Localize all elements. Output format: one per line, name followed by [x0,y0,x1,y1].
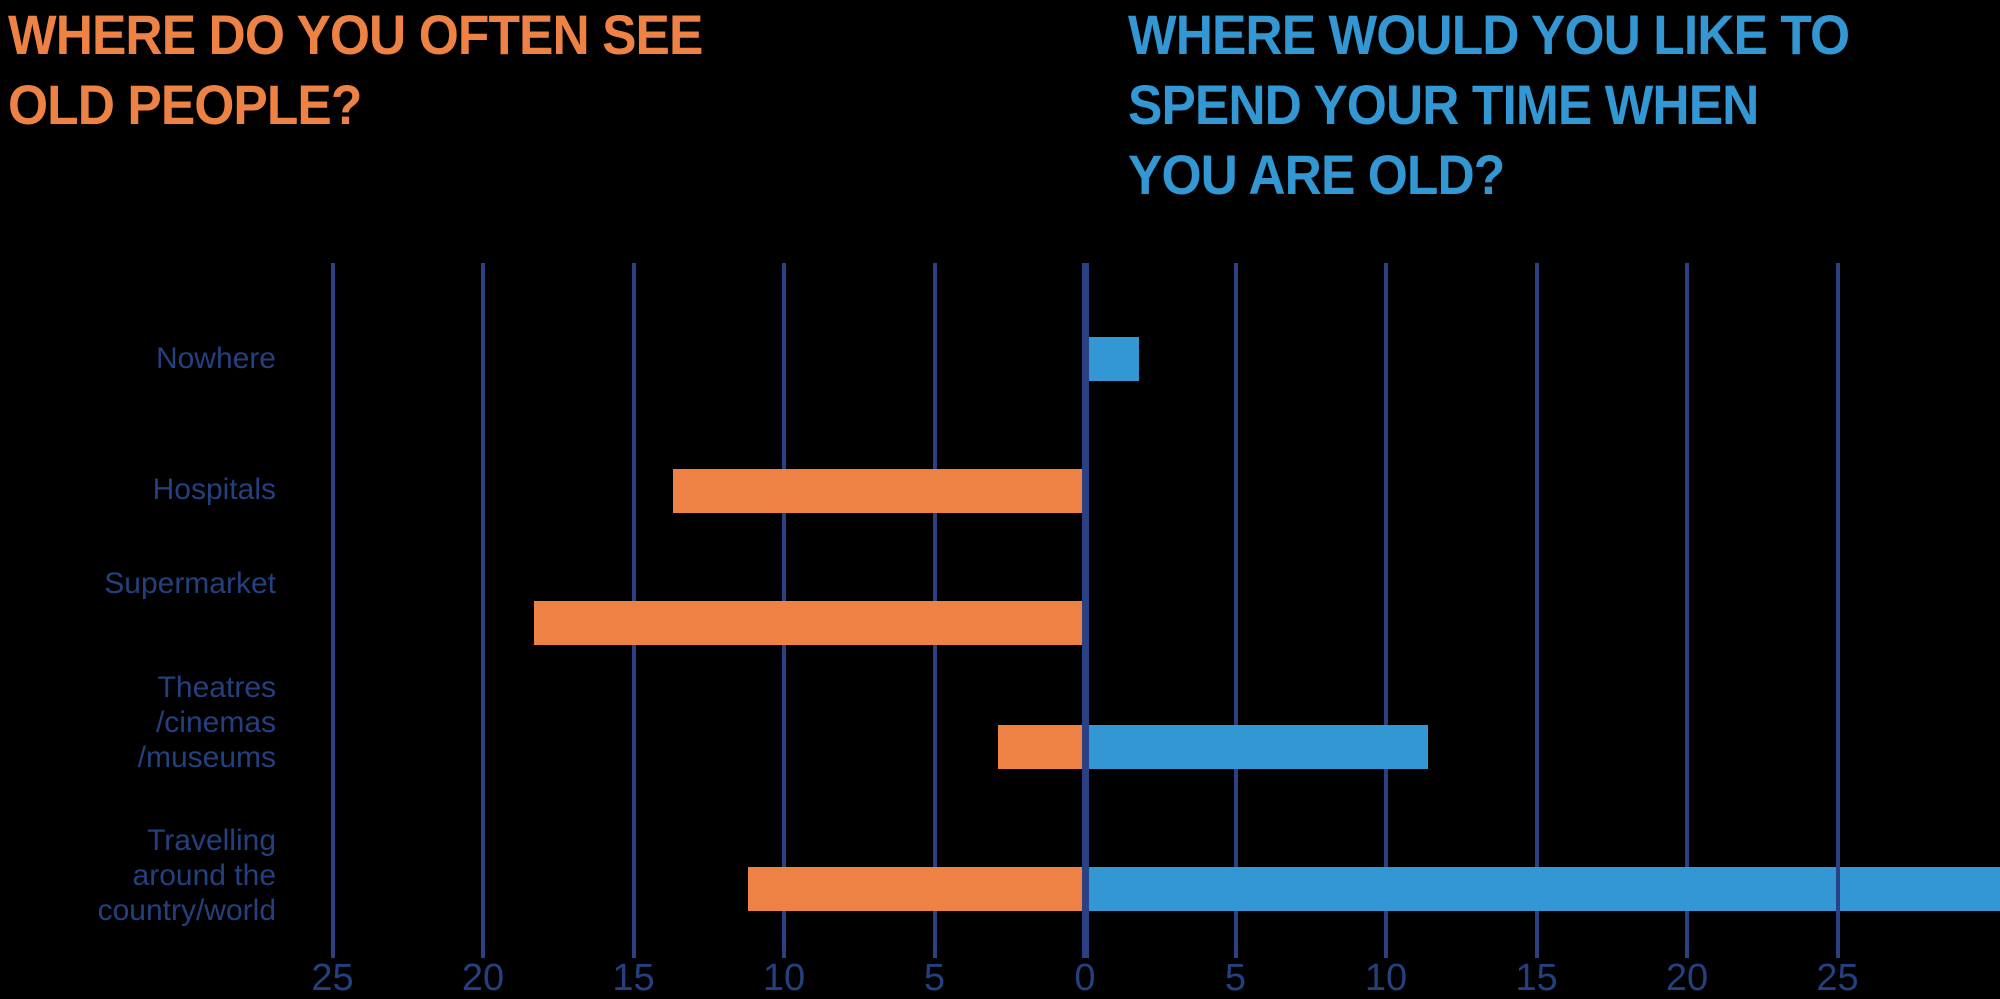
category-label-line: Hospitals [152,472,276,506]
bar-travelling-left [748,867,1085,911]
x-tick-label: 20 [1665,957,1709,999]
x-tick-label: 25 [1816,957,1859,999]
gridline-10-right [1384,263,1388,958]
category-label-hospitals: Hospitals [0,472,276,507]
x-tick-label: 5 [923,957,946,999]
category-label-nowhere: Nowhere [0,341,276,376]
title-line: WHERE WOULD YOU LIKE TO [1128,3,1850,66]
chart-title-left: WHERE DO YOU OFTEN SEE OLD PEOPLE? [8,0,703,140]
gridline-25-right [1835,263,1840,958]
x-tick-label: 15 [1515,957,1558,999]
bar-nowhere-right [1085,337,1139,381]
x-tick-label: 25 [311,957,354,999]
category-label-theatres: Theatres/cinemas/museums [0,670,276,775]
bar-travelling-right [1085,867,2000,911]
category-label-line: Theatres [157,670,276,704]
category-label-line: country/world [97,893,276,927]
x-tick-label: 10 [762,957,806,999]
title-line: OLD PEOPLE? [8,73,362,136]
x-tick-label: 20 [461,957,505,999]
category-label-supermarket: Supermarket [0,566,276,601]
category-label-line: Supermarket [104,566,276,600]
bar-supermarket-left [534,601,1085,645]
category-label-travelling: Travelling around the country/world [0,823,276,928]
bar-hospitals-left [673,469,1085,513]
title-line: SPEND YOUR TIME WHEN [1128,73,1759,136]
chart-title-right: WHERE WOULD YOU LIKE TO SPEND YOUR TIME … [1128,0,1850,210]
category-label-line: /cinemas [155,705,276,739]
bar-theatres-right [1085,725,1428,769]
gridline-25-left [330,263,335,958]
gridline-20-right [1685,263,1689,958]
category-label-line: around the [132,858,276,892]
gridline-15-right [1534,263,1539,958]
gridline-20-left [481,263,485,958]
bar-theatres-left [998,725,1085,769]
category-label-line: Nowhere [155,341,276,375]
x-tick-label: 0 [1074,957,1096,999]
x-tick-label: 5 [1224,957,1247,999]
x-tick-label: 10 [1364,957,1408,999]
gridline-zero [1081,263,1089,958]
x-tick-label: 15 [612,957,655,999]
gridline-5-right [1233,263,1238,958]
title-line: WHERE DO YOU OFTEN SEE [8,3,703,66]
category-label-line: /museums [137,740,276,774]
category-label-line: Travelling [147,823,276,857]
title-line: YOU ARE OLD? [1128,143,1505,206]
